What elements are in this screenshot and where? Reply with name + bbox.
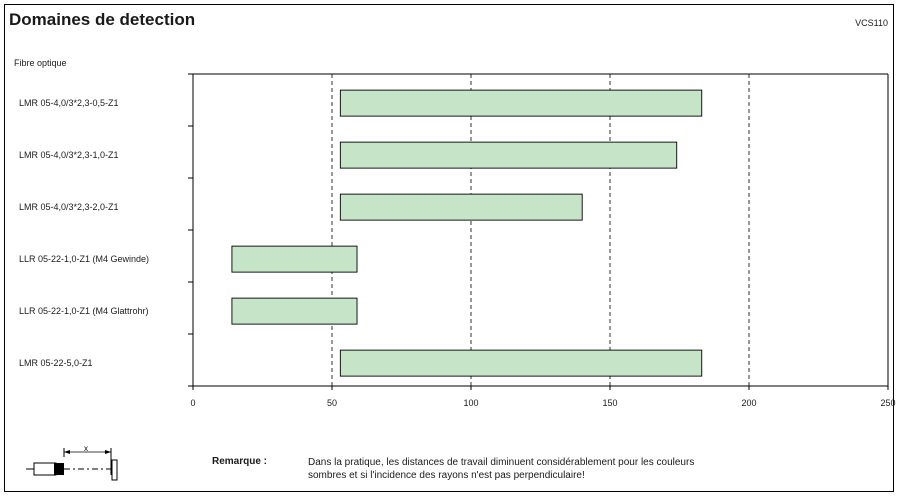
note-line-2: sombres et si l'incidence des rayons n'e… <box>308 470 585 481</box>
tick-labels: 0 50 100 150 200 250 <box>190 386 896 408</box>
product-code: VCS110 <box>855 18 888 28</box>
range-bar <box>339 141 678 169</box>
category-label: LMR 05-4,0/3*2,3-1,0-Z1 <box>19 150 119 160</box>
x-tick-label: 100 <box>463 398 478 408</box>
sensor-diagram-icon: x <box>26 444 118 481</box>
x-tick-label: 200 <box>741 398 756 408</box>
note-label: Remarque : <box>212 456 268 467</box>
range-bar <box>339 89 703 117</box>
x-tick-label: 0 <box>190 398 195 408</box>
section-label: Fibre optique <box>14 58 67 68</box>
note-text: Dans la pratique, les distances de trava… <box>308 456 828 482</box>
category-label: LMR 05-4,0/3*2,3-2,0-Z1 <box>19 202 119 212</box>
document-frame <box>4 4 894 492</box>
range-bar <box>231 245 358 273</box>
category-label: LLR 05-22-1,0-Z1 (M4 Glattrohr) <box>19 306 149 316</box>
distance-label: x <box>84 444 88 453</box>
x-tick-label: 250 <box>880 398 895 408</box>
range-bar <box>231 297 358 325</box>
measurement-diagram: x <box>26 443 136 488</box>
range-bar <box>339 193 583 221</box>
range-chart: LMR 05-4,0/3*2,3-0,5-Z1 LMR 05-4,0/3*2,3-… <box>19 73 896 408</box>
page-title: Domaines de detection <box>9 10 196 29</box>
note-line-1: Dans la pratique, les distances de trava… <box>308 457 695 468</box>
x-tick-label: 150 <box>602 398 617 408</box>
range-bar <box>339 349 703 377</box>
grid-lines <box>331 74 750 386</box>
bars <box>231 89 703 377</box>
x-tick-label: 50 <box>327 398 337 408</box>
axes <box>188 73 889 387</box>
category-label: LLR 05-22-1,0-Z1 (M4 Gewinde) <box>19 254 149 264</box>
category-labels: LMR 05-4,0/3*2,3-0,5-Z1 LMR 05-4,0/3*2,3-… <box>19 98 149 368</box>
category-label: LMR 05-4,0/3*2,3-0,5-Z1 <box>19 98 119 108</box>
category-label: LMR 05-22-5,0-Z1 <box>19 358 93 368</box>
